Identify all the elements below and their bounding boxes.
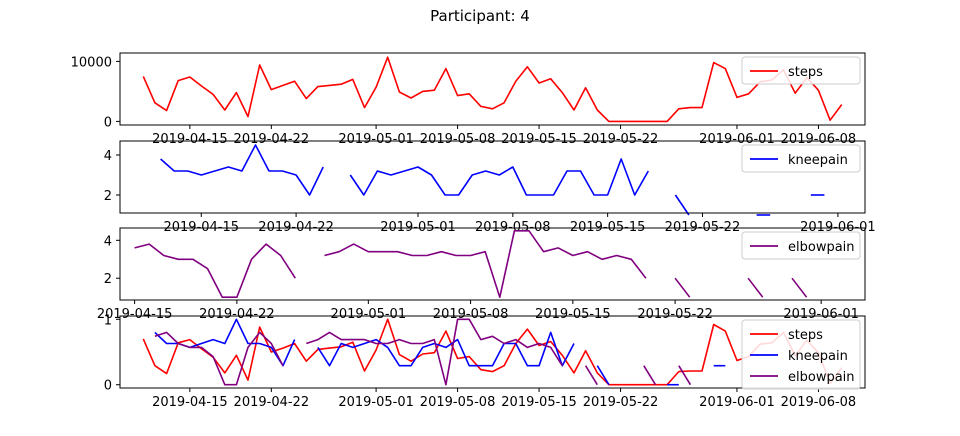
- legend: elbowpain: [741, 231, 861, 260]
- axes-frame: [119, 315, 866, 389]
- elbowpain-line-segment: [154, 331, 284, 386]
- x-tick-label: 2019-06-08: [781, 395, 857, 410]
- x-tick-label: 2019-05-01: [338, 395, 414, 410]
- y-tick-label: 0: [104, 379, 112, 394]
- y-axis: 24: [104, 149, 120, 204]
- legend: steps: [741, 56, 861, 85]
- axes-frame: [119, 52, 866, 126]
- kneepain-line-segment: [349, 158, 649, 196]
- elbowpain-line-segment: [674, 277, 691, 298]
- y-tick-label: 1: [104, 313, 112, 328]
- elbowpain-line-segment: [747, 277, 764, 298]
- x-tick-label: 2019-06-08: [781, 132, 857, 147]
- legend-label: kneepain: [788, 349, 848, 364]
- x-tick-label: 2019-04-22: [234, 132, 310, 147]
- x-tick-label: 2019-05-08: [433, 307, 509, 322]
- steps-line-segment: [142, 318, 843, 386]
- y-tick-label: 4: [104, 149, 112, 164]
- x-tick-label: 2019-04-15: [152, 395, 228, 410]
- y-tick-label: 10000: [71, 55, 112, 70]
- x-tick-label: 2019-05-01: [338, 132, 414, 147]
- x-tick-label: 2019-05-22: [637, 307, 713, 322]
- combined-series-lines: [142, 318, 843, 386]
- elbowpain-line-segment: [324, 230, 647, 299]
- x-tick-label: 2019-05-08: [420, 132, 496, 147]
- axes-frame: [119, 227, 866, 301]
- elbowpain-line-segment: [584, 365, 598, 386]
- x-tick-label: 2019-04-22: [234, 395, 310, 410]
- elbowpain-line-segment: [306, 318, 563, 386]
- x-tick-label: 2019-04-15: [152, 132, 228, 147]
- elbowpain-line-segment: [678, 365, 692, 386]
- legend: kneepain: [741, 144, 861, 173]
- axes-frame: [119, 140, 866, 214]
- kneepain-line-segment: [596, 365, 610, 386]
- legend-box: [741, 231, 861, 260]
- x-tick-label: 2019-05-22: [583, 132, 659, 147]
- elbowpain-line-segment: [134, 243, 296, 299]
- x-tick-label: 2019-05-08: [420, 395, 496, 410]
- y-tick-label: 2: [104, 272, 112, 287]
- y-axis: 0 10000: [71, 55, 120, 130]
- x-axis: 2019-04-15 2019-04-22 2019-05-01 2019-05-08…: [152, 388, 856, 410]
- y-tick-label: 0: [104, 115, 112, 130]
- legend-label: kneepain: [788, 153, 848, 168]
- kneepain-line-segment: [160, 144, 324, 196]
- legend-label: elbowpain: [788, 240, 855, 255]
- x-tick-label: 2019-05-15: [501, 132, 577, 147]
- legend-label: elbowpain: [788, 370, 855, 385]
- subplot-kneepain: 24 2019-04-15 2019-04-22 2019-05-01 2019-05…: [104, 140, 876, 235]
- x-tick-label: 2019-05-15: [535, 307, 611, 322]
- steps-series-line: [142, 56, 843, 123]
- x-axis: 2019-04-15 2019-04-22 2019-05-01 2019-05-08…: [97, 300, 859, 322]
- kneepain-series-line: [160, 144, 825, 216]
- x-tick-label: 2019-06-01: [699, 395, 775, 410]
- steps-line-segment: [142, 56, 843, 123]
- x-tick-label: 2019-06-01: [699, 132, 775, 147]
- kneepain-line-segment: [317, 331, 575, 367]
- x-tick-label: 2019-06-01: [783, 307, 859, 322]
- subplot-elbowpain: 24 2019-04-15 2019-04-22 2019-05-01 2019-05…: [97, 227, 866, 322]
- y-axis: 24: [104, 234, 120, 287]
- elbowpain-series-line: [134, 230, 808, 299]
- elbowpain-line-segment: [643, 365, 657, 386]
- y-tick-label: 4: [104, 234, 112, 249]
- x-axis: 2019-04-15 2019-04-22 2019-05-01 2019-05-08…: [152, 125, 856, 147]
- x-tick-label: 2019-05-22: [583, 395, 659, 410]
- subplot-combined-normalized: 01 2019-04-15 2019-04-22 2019-05-01 2019-05…: [104, 313, 866, 410]
- legend-label: steps: [788, 328, 823, 343]
- legend-label: steps: [788, 65, 823, 80]
- legend-box: [741, 319, 861, 390]
- x-tick-label: 2019-05-01: [331, 307, 407, 322]
- elbowpain-line-segment: [791, 277, 808, 298]
- legend-box: [741, 144, 861, 173]
- legend-box: [741, 56, 861, 85]
- x-tick-label: 2019-04-22: [199, 307, 275, 322]
- kneepain-line-segment: [674, 194, 690, 216]
- y-tick-label: 2: [104, 189, 112, 204]
- legend: steps kneepain elbowpain: [741, 319, 861, 390]
- y-axis: 01: [104, 313, 120, 394]
- x-tick-label: 2019-04-15: [97, 307, 173, 322]
- x-tick-label: 2019-05-15: [501, 395, 577, 410]
- figure-title: Participant: 4: [430, 7, 530, 25]
